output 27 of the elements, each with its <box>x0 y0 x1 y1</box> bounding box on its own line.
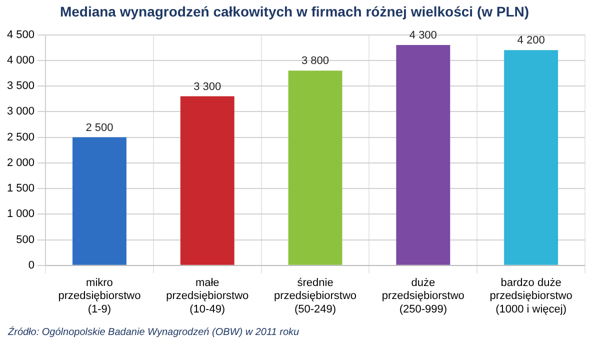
data-label: 3 800 <box>302 55 330 68</box>
bar <box>72 137 126 265</box>
x-tick-label: średnie przedsiębiorstwo (50-249) <box>274 277 357 316</box>
bar <box>396 45 450 265</box>
data-label: 2 500 <box>86 122 114 134</box>
y-tick-label: 500 <box>16 234 35 246</box>
x-tick-label: mikro przedsiębiorstwo (1-9) <box>58 277 141 316</box>
data-label: 4 200 <box>517 34 545 47</box>
y-tick-label: 1 500 <box>6 182 35 195</box>
chart-title: Mediana wynagrodzeń całkowitych w firmach różnej wielkości (w PLN) <box>60 3 530 20</box>
x-tick-label: duże przedsiębiorstwo (250-999) <box>382 277 464 316</box>
y-tick-label: 1 000 <box>6 208 35 220</box>
y-tick-label: 3 500 <box>6 80 35 92</box>
y-tick-label: 4 500 <box>6 28 35 41</box>
x-tick-label: małe przedsiębiorstwo (10-49) <box>166 277 249 316</box>
y-tick-label: 2 500 <box>6 131 35 144</box>
y-tick-label: 3 000 <box>6 106 35 118</box>
data-label: 4 300 <box>409 30 437 42</box>
bar <box>288 70 342 265</box>
x-tick-label: bardzo duże przedsiębiorstwo (1000 i więcej) <box>490 277 572 316</box>
y-tick-label: 0 <box>28 259 35 272</box>
bar <box>180 96 234 265</box>
data-label: 3 300 <box>194 80 222 93</box>
y-tick-label: 4 000 <box>6 54 35 66</box>
bar <box>504 50 558 265</box>
y-tick-label: 2 000 <box>6 156 35 169</box>
text: Źródło: Ogólnopolskie Badanie Wynagrodzeń (OBW) w 2011 roku <box>7 326 300 338</box>
